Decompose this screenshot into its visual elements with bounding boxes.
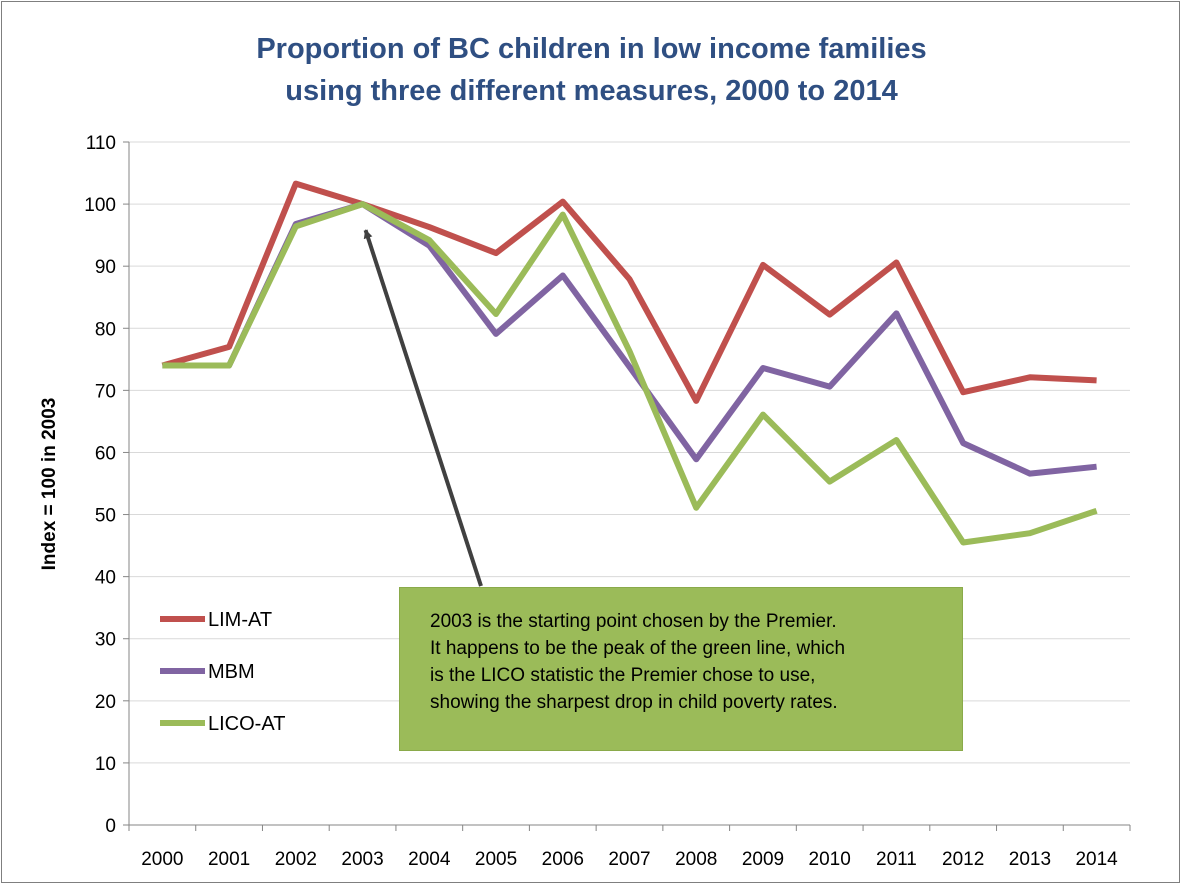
y-tick-label-100: 100 <box>84 195 116 216</box>
y-tick-label-30: 30 <box>95 630 116 651</box>
x-tick-labels: 2000 2001 2002 2003 2004 2005 2006 2007 2008 2009… <box>141 849 1118 870</box>
chart-title-line-1: Proportion of BC children in low income … <box>256 33 927 65</box>
legend-label-lim-at: LIM-AT <box>208 609 272 631</box>
x-tick-label-2002: 2002 <box>275 849 317 870</box>
series-line-mbm <box>162 201 1097 477</box>
x-tick-label-2000: 2000 <box>141 849 183 870</box>
x-tick-label-2009: 2009 <box>742 849 784 870</box>
y-tick-label-80: 80 <box>95 319 116 340</box>
y-tick-label-70: 70 <box>95 381 116 402</box>
annotation-line-3: is the LICO statistic the Premier chose … <box>430 665 816 686</box>
x-tick-label-2012: 2012 <box>942 849 984 870</box>
x-tick-label-2001: 2001 <box>208 849 250 870</box>
chart-title: Proportion of BC children in low income … <box>0 28 1183 112</box>
series-line-lim-at <box>161 180 1097 404</box>
y-tick-label-50: 50 <box>95 506 116 527</box>
x-tick-label-2013: 2013 <box>1009 849 1051 870</box>
series-lines <box>161 180 1098 546</box>
annotation-line-2: It happens to be the peak of the green l… <box>430 638 846 659</box>
axes <box>123 141 1131 831</box>
x-tick-label-2008: 2008 <box>675 849 717 870</box>
y-tick-label-90: 90 <box>95 257 116 278</box>
annotation-box: 2003 is the starting point chosen by the… <box>399 587 963 751</box>
x-tick-label-2006: 2006 <box>542 849 584 870</box>
x-tick-label-2014: 2014 <box>1075 849 1118 870</box>
legend-label-lico-at: LICO-AT <box>208 713 285 735</box>
y-tick-labels: 0 10 20 30 40 50 60 70 80 90 100 110 <box>84 133 116 837</box>
y-tick-label-40: 40 <box>95 568 116 589</box>
legend: LIM-AT MBM LICO-AT <box>160 609 285 735</box>
annotation-arrow-layer <box>363 229 483 587</box>
annotation-line-4: showing the sharpest drop in child pover… <box>430 692 838 713</box>
series-line-lico-at <box>162 201 1098 546</box>
annotation-arrow <box>363 229 483 587</box>
x-tick-label-2005: 2005 <box>475 849 517 870</box>
x-tick-label-2007: 2007 <box>608 849 650 870</box>
y-tick-label-60: 60 <box>95 443 116 464</box>
annotation-line-1: 2003 is the starting point chosen by the… <box>430 611 837 632</box>
x-tick-label-2004: 2004 <box>408 849 451 870</box>
x-tick-label-2010: 2010 <box>809 849 851 870</box>
legend-label-mbm: MBM <box>208 661 255 683</box>
y-tick-label-20: 20 <box>95 692 116 713</box>
y-tick-label-110: 110 <box>86 133 116 154</box>
y-tick-label-10: 10 <box>95 754 116 775</box>
chart-title-line-2: using three different measures, 2000 to … <box>285 75 898 107</box>
y-tick-label-0: 0 <box>105 816 116 837</box>
x-tick-label-2003: 2003 <box>341 849 383 870</box>
x-tick-label-2011: 2011 <box>876 849 917 870</box>
y-axis-label: Index = 100 in 2003 <box>39 398 60 571</box>
